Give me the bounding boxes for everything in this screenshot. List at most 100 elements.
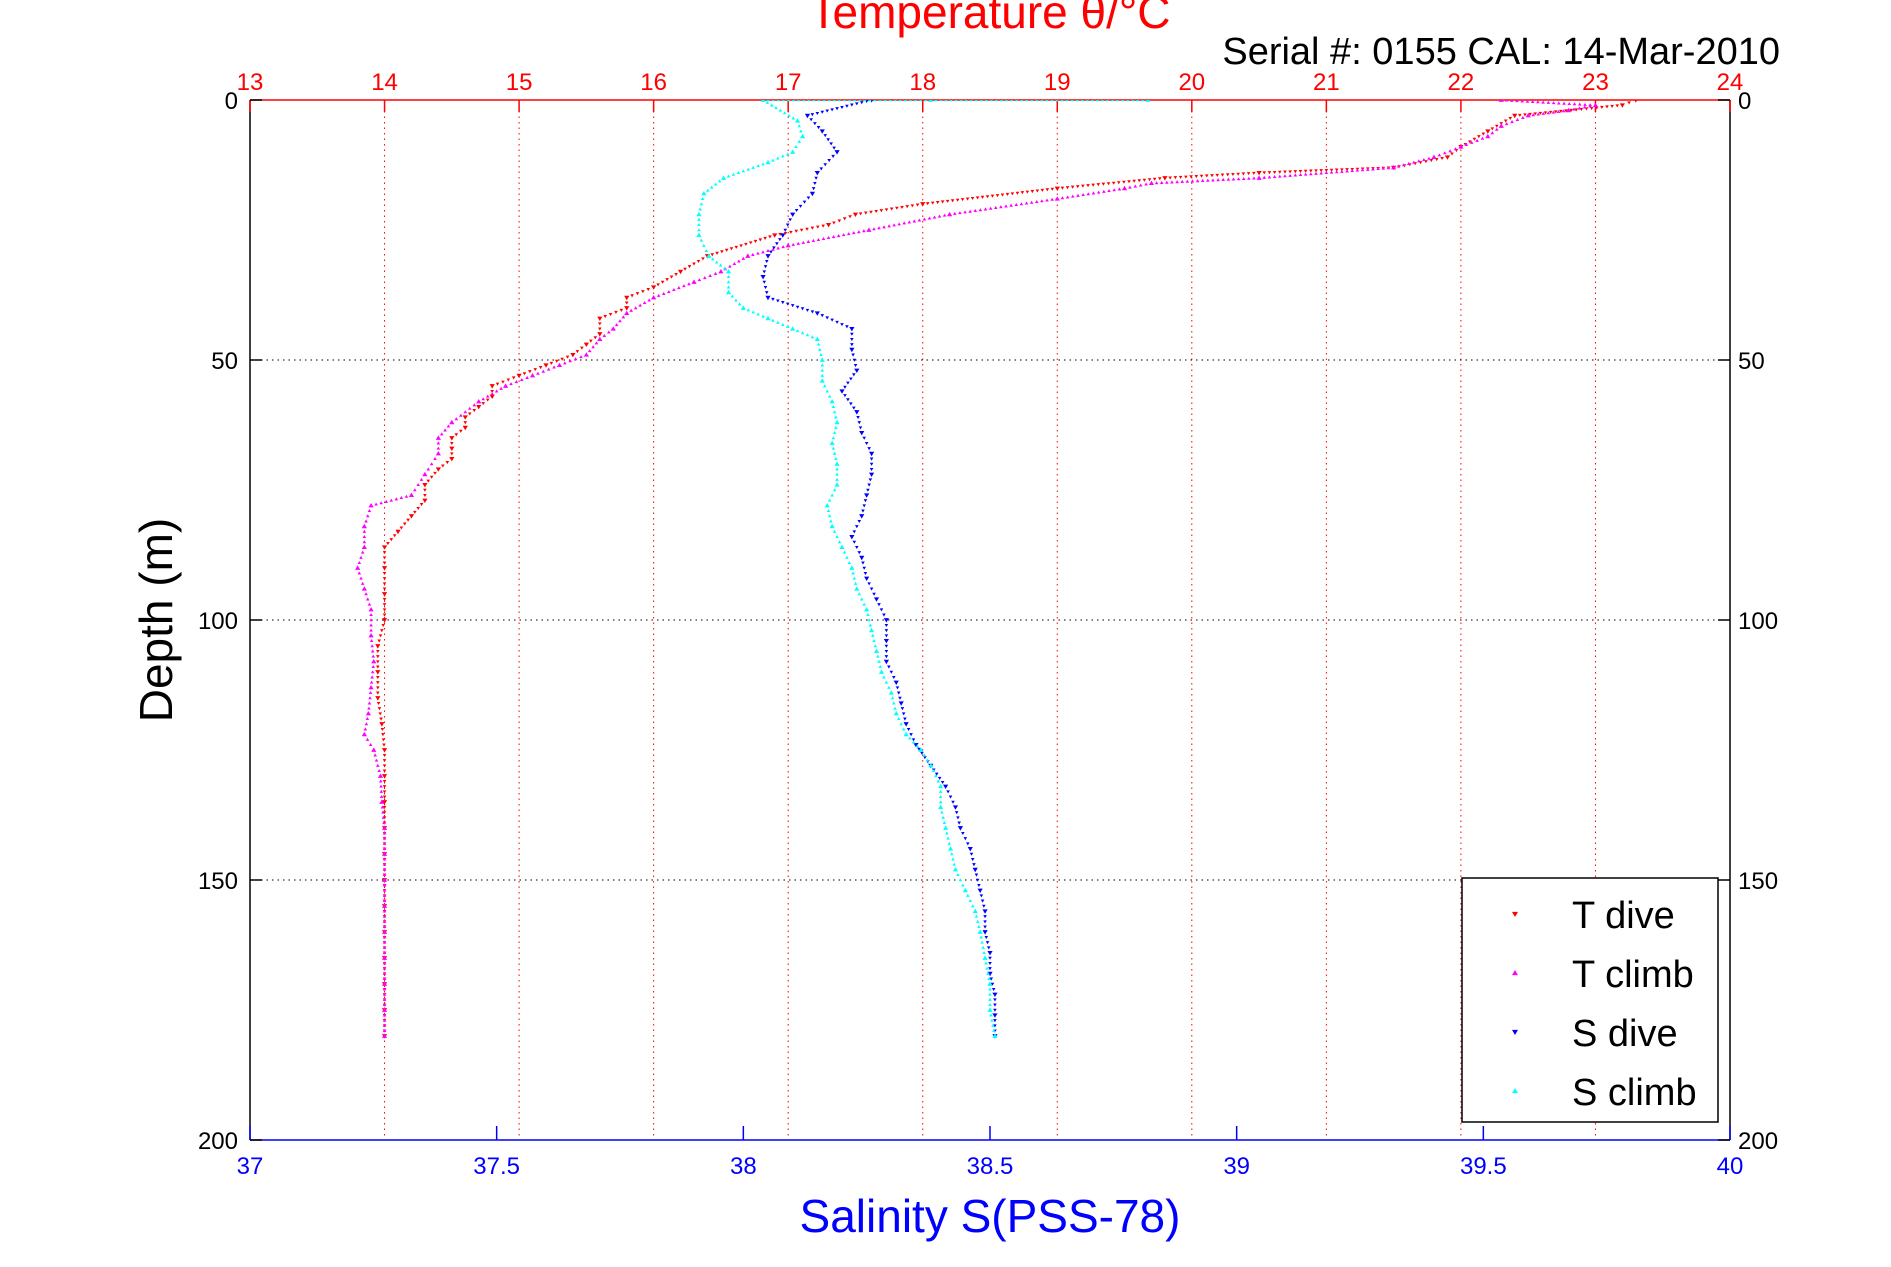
data-point-interp [766, 100, 770, 102]
data-point-interp [842, 550, 847, 554]
axis-layer: 13 14 15 16 17 18 19 20 21 22 23 24 37 37.5 38 38.5 39 39… [198, 69, 1778, 1180]
data-point-interp [946, 836, 950, 840]
data-point-interp [374, 758, 379, 762]
data-point-interp [999, 100, 1004, 102]
data-point-interp [382, 1003, 387, 1007]
data-point [381, 592, 388, 597]
data-point-interp [762, 280, 767, 284]
data-point-interp [787, 113, 791, 117]
data-point-interp [1572, 107, 1576, 111]
data-point-interp [868, 623, 873, 627]
data-point-interp [827, 394, 832, 398]
data-point-interp [799, 129, 803, 133]
x-top-tick-label: 18 [909, 69, 936, 96]
data-point-interp [378, 712, 383, 716]
data-point-interp [811, 238, 816, 242]
data-point-interp [827, 514, 832, 518]
data-point-interp [646, 288, 651, 292]
data-point [597, 332, 603, 337]
data-point-interp [957, 821, 961, 825]
data-point-interp [974, 100, 979, 102]
data-point-interp [1060, 196, 1065, 200]
data-point-interp [826, 509, 831, 513]
data-point-interp [908, 100, 913, 102]
y-tick-label-right: 0 [1738, 88, 1751, 115]
data-point-interp [426, 479, 431, 483]
data-point [1458, 144, 1464, 149]
data-point-interp [934, 100, 938, 102]
data-point-interp [364, 722, 369, 726]
data-point [371, 747, 377, 752]
data-point [918, 747, 924, 752]
data-point [610, 326, 616, 331]
data-point-interp [687, 282, 691, 286]
data-point-interp [884, 680, 889, 684]
data-point-interp [382, 597, 387, 601]
data-point-interp [382, 613, 387, 617]
legend-box [1461, 877, 1719, 1123]
data-point-interp [1453, 147, 1458, 151]
data-point-interp [1231, 172, 1235, 177]
data-point-interp [852, 100, 857, 102]
data-point-interp [1561, 109, 1566, 113]
data-point [849, 326, 855, 332]
data-point-interp [932, 215, 937, 219]
data-point-interp [782, 111, 787, 115]
data-point [873, 597, 880, 602]
data-point-interp [360, 581, 365, 585]
data-point-interp [832, 431, 837, 435]
data-point-interp [877, 603, 881, 607]
data-point-interp [1045, 198, 1049, 202]
data-point [819, 129, 825, 134]
data-point-interp [852, 358, 857, 362]
data-point-interp [852, 530, 857, 534]
data-point-interp [945, 831, 949, 835]
data-point [992, 992, 998, 997]
x-axis-bottom-label: Salinity S(PSS-78) [800, 1190, 1181, 1242]
data-point [819, 357, 825, 362]
data-point-interp [938, 789, 943, 793]
data-point-interp [861, 561, 865, 565]
data-point-interp [399, 496, 404, 500]
data-point-interp [1530, 100, 1535, 103]
data-point [869, 451, 875, 457]
data-point-interp [1029, 100, 1034, 102]
data-point-interp [1019, 100, 1024, 102]
data-point-interp [889, 670, 894, 674]
data-point-interp [942, 213, 947, 217]
data-point [987, 981, 993, 986]
data-point-interp [1215, 173, 1220, 177]
data-point [381, 851, 388, 856]
data-point [651, 295, 657, 300]
data-point-interp [1520, 100, 1525, 103]
data-point-interp [1272, 175, 1277, 179]
data-point-interp [983, 920, 987, 924]
legend-label: S climb [1572, 1072, 1697, 1114]
data-point-interp [959, 100, 963, 102]
data-point-interp [369, 613, 373, 617]
data-point-interp [761, 314, 765, 318]
data-point-interp [771, 100, 776, 102]
data-point-interp [1515, 117, 1520, 122]
data-point-interp [1111, 181, 1116, 185]
data-point-interp [887, 224, 891, 228]
data-point-interp [1536, 100, 1540, 104]
data-point [570, 352, 576, 358]
data-point-interp [988, 967, 992, 971]
data-point [883, 638, 889, 644]
data-point-interp [382, 577, 387, 581]
y-axis-label: Depth (m) [130, 518, 182, 722]
data-point-interp [374, 502, 378, 506]
data-point-interp [988, 992, 992, 996]
data-point-interp [382, 759, 387, 763]
data-point-interp [1541, 100, 1545, 104]
data-point-interp [884, 623, 889, 627]
data-point-interp [832, 100, 837, 102]
data-point-interp [966, 893, 970, 897]
data-point [449, 436, 455, 441]
data-point-interp [884, 208, 889, 212]
data-point-interp [365, 514, 370, 518]
data-point-interp [1128, 185, 1132, 189]
data-point-interp [1272, 170, 1277, 174]
data-point-interp [893, 100, 898, 102]
